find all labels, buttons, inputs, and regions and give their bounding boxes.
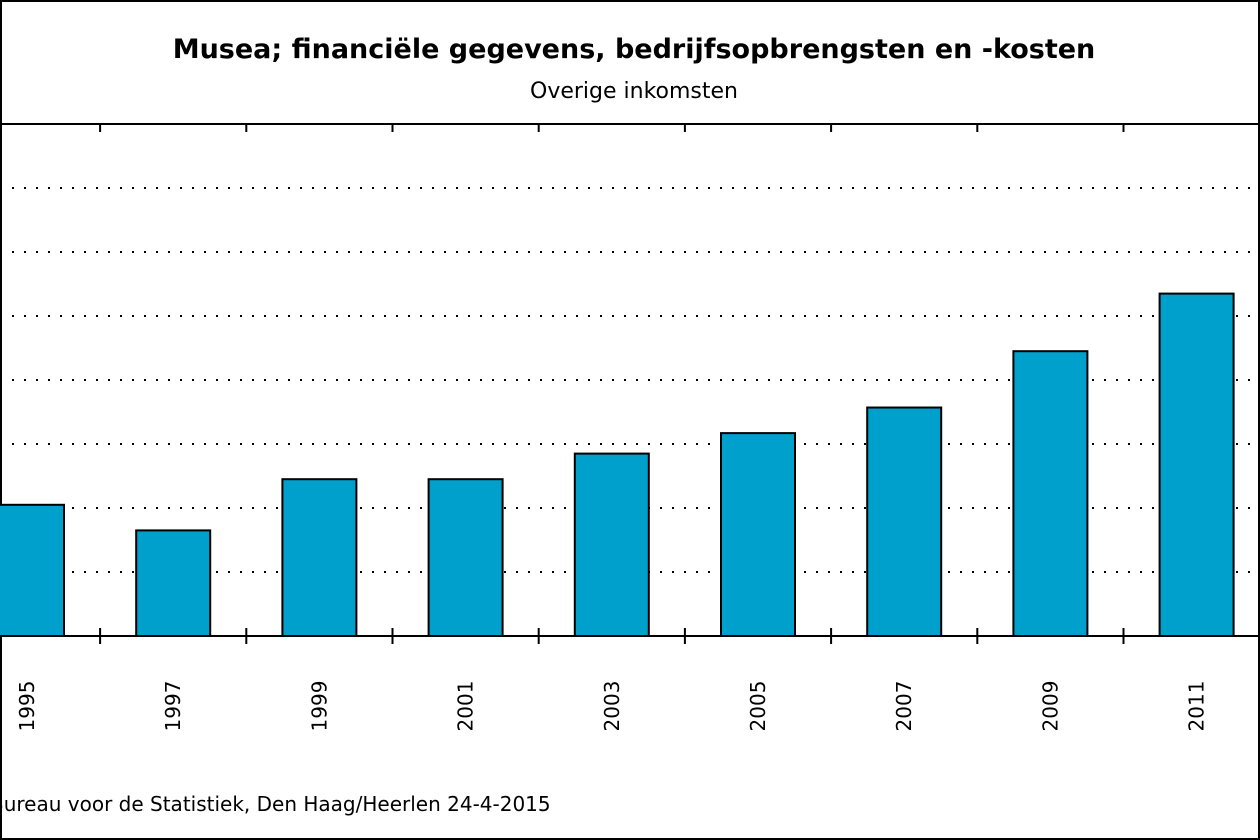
bar-2001 — [427, 478, 504, 638]
x-tick-label-2003: 2003 — [600, 681, 624, 732]
x-tick-label-2001: 2001 — [454, 681, 478, 732]
chart-title: Musea; financiële gegevens, bedrijfsopbr… — [173, 34, 1096, 65]
x-tick-label-2011: 2011 — [1185, 681, 1209, 732]
x-tick-label-2009: 2009 — [1038, 681, 1062, 732]
x-tick-label-1997: 1997 — [161, 681, 185, 732]
x-tick-label-2005: 2005 — [746, 681, 770, 732]
x-tick-label-2007: 2007 — [892, 681, 916, 732]
bar-2005 — [720, 432, 796, 637]
bars — [0, 292, 1235, 638]
x-tick-label-1999: 1999 — [307, 681, 331, 732]
bar-1999 — [281, 478, 358, 638]
x-tick-label-1995: 1995 — [15, 681, 39, 732]
x-tick-labels: 1995 1997 1999 2001 2003 2005 2007 2009 2011 — [15, 681, 1209, 732]
chart-subtitle: Overige inkomsten — [530, 79, 738, 104]
bar-1997 — [135, 529, 212, 638]
bar-2003 — [573, 452, 650, 637]
axis-ticks — [99, 124, 1125, 644]
source-note: Bureau voor de Statistiek, Den Haag/Heer… — [0, 792, 551, 816]
bar-2007 — [866, 406, 943, 637]
bar-2009 — [1012, 350, 1089, 637]
bar-2011 — [1158, 292, 1235, 637]
bar-1995 — [0, 503, 65, 637]
